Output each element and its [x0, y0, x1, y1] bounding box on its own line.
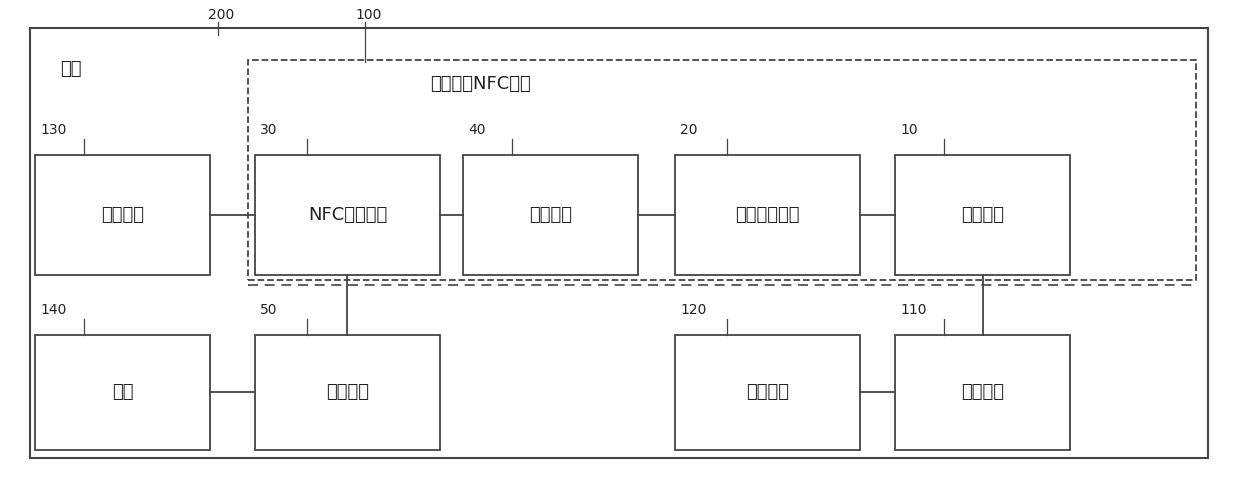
Text: 升压单元: 升压单元	[326, 383, 370, 401]
Text: NFC控制单元: NFC控制单元	[308, 206, 387, 224]
Text: 信号屏蔽单元: 信号屏蔽单元	[735, 206, 800, 224]
Bar	[35, 155, 210, 275]
Text: 20: 20	[680, 123, 697, 137]
Text: 无线单元: 无线单元	[746, 383, 789, 401]
Text: 调制单元: 调制单元	[529, 206, 572, 224]
Text: 130: 130	[40, 123, 67, 137]
Text: 120: 120	[680, 303, 707, 317]
Text: 100: 100	[355, 8, 382, 22]
Text: 200: 200	[208, 8, 234, 22]
Bar	[35, 335, 210, 450]
Bar	[675, 155, 861, 275]
Bar	[895, 335, 1070, 450]
Text: 近场通信NFC电路: 近场通信NFC电路	[430, 75, 531, 93]
Bar	[255, 335, 440, 450]
Bar	[30, 28, 1208, 458]
Text: 馈电端子: 馈电端子	[961, 206, 1004, 224]
Text: 40: 40	[467, 123, 486, 137]
Bar	[675, 335, 861, 450]
Bar	[463, 155, 639, 275]
Text: 50: 50	[260, 303, 278, 317]
Bar	[248, 60, 1197, 280]
Text: 110: 110	[900, 303, 926, 317]
Text: 控制单元: 控制单元	[100, 206, 144, 224]
Text: 电池: 电池	[112, 383, 133, 401]
Bar	[255, 155, 440, 275]
Text: 30: 30	[260, 123, 278, 137]
Text: 140: 140	[40, 303, 67, 317]
Text: 目标天线: 目标天线	[961, 383, 1004, 401]
Text: 10: 10	[900, 123, 918, 137]
Text: 终端: 终端	[60, 60, 82, 78]
Bar	[895, 155, 1070, 275]
